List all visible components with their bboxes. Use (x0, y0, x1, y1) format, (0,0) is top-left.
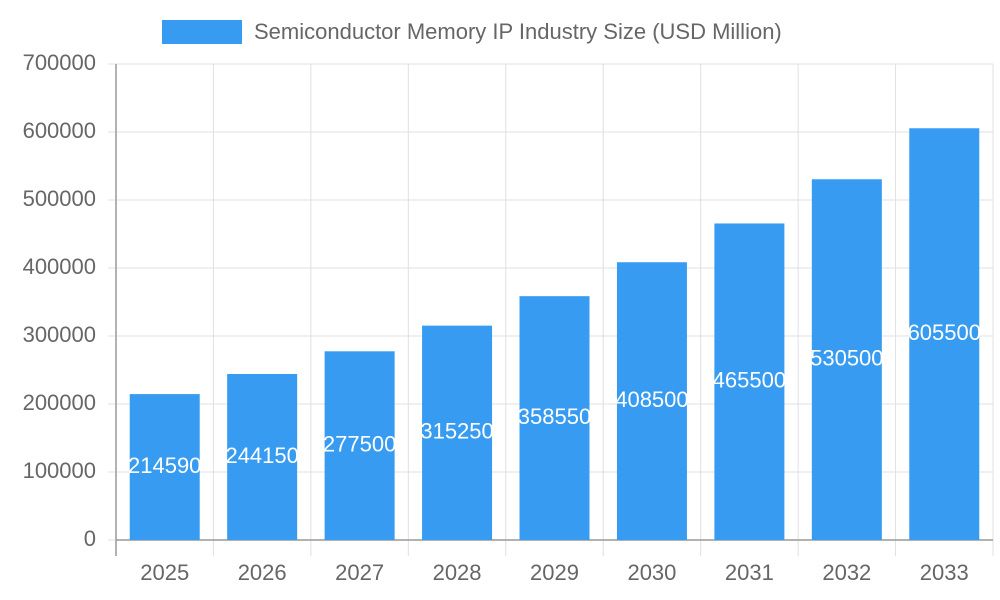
y-tick-label: 600000 (23, 118, 96, 143)
x-tick-label: 2029 (530, 560, 579, 585)
bar (129, 394, 200, 540)
x-tick-label: 2026 (238, 560, 287, 585)
y-tick-label: 300000 (23, 322, 96, 347)
data-label: 315250 (420, 419, 493, 444)
data-label: 244150 (225, 443, 298, 468)
y-tick-label: 400000 (23, 254, 96, 279)
legend-label: Semiconductor Memory IP Industry Size (U… (254, 19, 782, 44)
data-label: 277500 (323, 431, 396, 456)
x-tick-label: 2028 (433, 560, 482, 585)
data-label: 605500 (908, 320, 981, 345)
data-label: 214590 (128, 453, 201, 478)
y-tick-label: 700000 (23, 50, 96, 75)
x-tick-label: 2025 (140, 560, 189, 585)
x-tick-label: 2031 (725, 560, 774, 585)
data-label: 358550 (518, 404, 591, 429)
x-tick-label: 2027 (335, 560, 384, 585)
data-label: 465500 (713, 368, 786, 393)
bar (714, 223, 785, 540)
legend-swatch (162, 20, 242, 44)
bar (811, 179, 882, 540)
bar (324, 351, 395, 540)
bar (227, 373, 298, 540)
y-tick-label: 200000 (23, 390, 96, 415)
bar (422, 325, 493, 540)
bar (616, 262, 687, 540)
y-tick-label: 500000 (23, 186, 96, 211)
bar (519, 296, 590, 540)
x-tick-label: 2032 (822, 560, 871, 585)
data-label: 408500 (615, 387, 688, 412)
y-tick-label: 0 (84, 526, 96, 551)
x-tick-label: 2033 (920, 560, 969, 585)
data-label: 530500 (810, 345, 883, 370)
x-tick-label: 2030 (627, 560, 676, 585)
bar (909, 128, 980, 540)
y-tick-label: 100000 (23, 458, 96, 483)
